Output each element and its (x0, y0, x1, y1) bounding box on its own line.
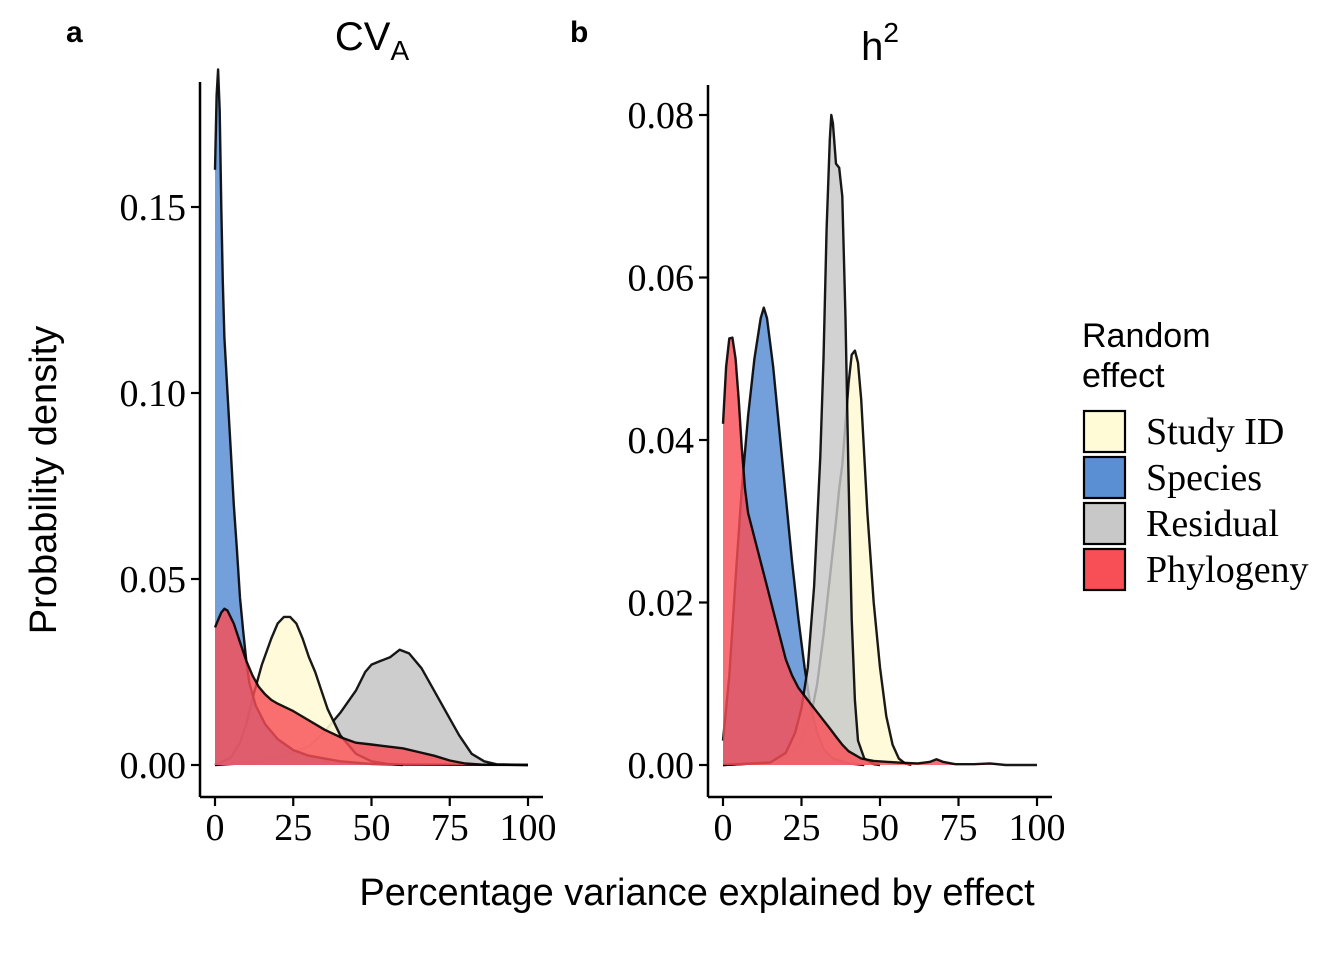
panel-a-title: CVA (335, 15, 410, 66)
panel-a-tag: a (66, 16, 83, 49)
x-tick-label: 100 (1009, 807, 1066, 849)
legend-label-phylogeny: Phylogeny (1146, 549, 1309, 591)
panel-b-tag: b (570, 16, 588, 49)
legend-title-line1: Random (1082, 317, 1211, 355)
legend-label-species: Species (1146, 457, 1262, 499)
y-tick-label: 0.15 (120, 187, 187, 229)
y-tick-label: 0.10 (120, 373, 187, 415)
legend-label-residual: Residual (1146, 503, 1279, 545)
x-tick-label: 75 (431, 807, 469, 849)
legend: Random effect Study IDSpeciesResidualPhy… (1082, 317, 1309, 592)
panel-b-title: h2 (861, 17, 899, 69)
density-area-study-id (723, 350, 912, 765)
y-axis-label: Probability density (23, 326, 65, 634)
y-tick-label: 0.08 (628, 95, 695, 137)
legend-key-study-id (1082, 409, 1127, 454)
y-tick-label: 0.04 (628, 420, 695, 462)
legend-key-species (1082, 455, 1127, 500)
density-line-phylogeny (213, 607, 529, 767)
panel-a-plot: 0.00 0.05 0.10 0.15 0 25 50 75 100 (120, 68, 557, 849)
density-area-phylogeny (215, 608, 528, 765)
x-axis-label: Percentage variance explained by effect (359, 872, 1035, 914)
panel-a-title-sub: A (390, 35, 409, 66)
legend-label-study-id: Study ID (1146, 411, 1284, 453)
panel-a-title-main: CV (335, 15, 391, 59)
x-tick-label: 50 (353, 807, 391, 849)
legend-key-phylogeny (1082, 547, 1127, 592)
panel-b: b h2 0.00 0.02 0.04 0.06 0.08 0 25 50 75 100 (570, 16, 1066, 849)
density-line-phylogeny (721, 336, 1037, 767)
panel-b-title-sup: 2 (883, 17, 899, 48)
x-tick-label: 50 (861, 807, 899, 849)
panel-b-title-main: h (861, 25, 883, 69)
legend-key-residual (1082, 501, 1127, 546)
panel-a: a CVA 0.00 0.05 0.10 0.15 0 25 50 75 100 (66, 15, 557, 849)
legend-title-line2: effect (1082, 357, 1165, 395)
y-tick-label: 0.06 (628, 258, 695, 300)
y-tick-label: 0.02 (628, 583, 695, 625)
y-tick-label: 0.00 (120, 745, 187, 787)
x-tick-label: 25 (274, 807, 312, 849)
density-line-species (213, 68, 529, 767)
y-tick-label: 0.00 (628, 745, 695, 787)
panel-b-plot: 0.00 0.02 0.04 0.06 0.08 0 25 50 75 100 (628, 85, 1066, 849)
density-area-residual (723, 115, 880, 765)
x-tick-label: 75 (940, 807, 978, 849)
x-tick-label: 0 (714, 807, 733, 849)
y-tick-label: 0.05 (120, 559, 187, 601)
x-tick-label: 0 (206, 807, 225, 849)
density-area-residual (215, 649, 528, 765)
x-tick-label: 25 (783, 807, 821, 849)
x-tick-label: 100 (500, 807, 557, 849)
density-area-phylogeny (723, 337, 1037, 765)
density-area-species (215, 69, 528, 765)
